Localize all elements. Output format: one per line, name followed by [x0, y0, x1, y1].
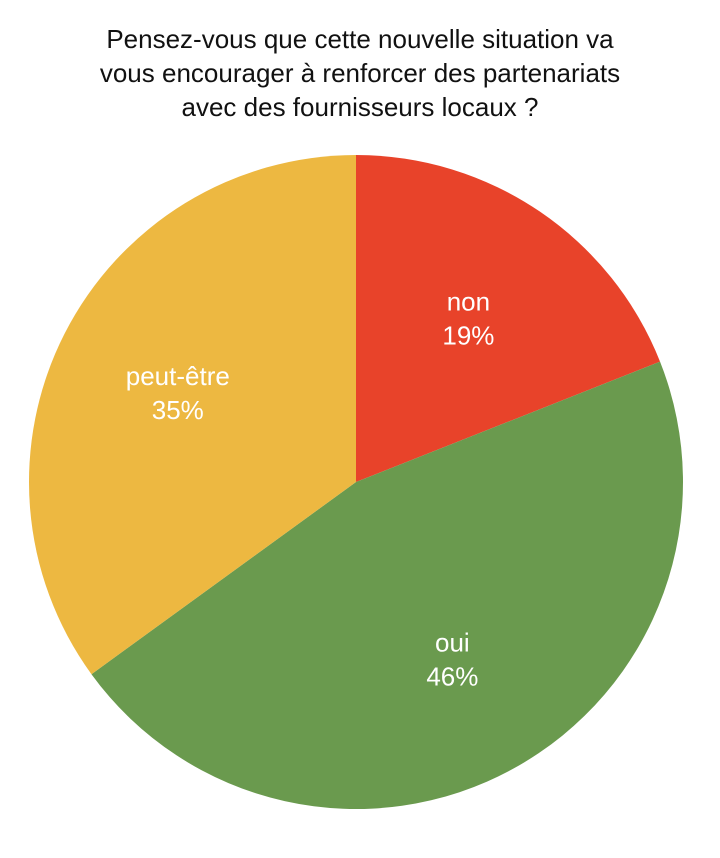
slice-label-oui: oui [435, 627, 470, 657]
slice-value-oui: 46% [426, 661, 478, 691]
slice-label-peut-être: peut-être [126, 361, 230, 391]
chart-title: Pensez-vous que cette nouvelle situation… [0, 22, 720, 124]
slice-value-peut-être: 35% [152, 395, 204, 425]
pie-slice-non [356, 155, 661, 482]
pie-slice-peut-être [28, 155, 356, 675]
chart-title-line-3: avec des fournisseurs locaux ? [181, 92, 539, 122]
chart-title-line-1: Pensez-vous que cette nouvelle situation… [106, 24, 614, 54]
slice-value-non: 19% [442, 321, 494, 351]
chart-title-line-2: vous encourager à renforcer des partenar… [99, 58, 621, 88]
pie-slice-oui [91, 361, 684, 810]
slice-label-non: non [447, 287, 490, 317]
